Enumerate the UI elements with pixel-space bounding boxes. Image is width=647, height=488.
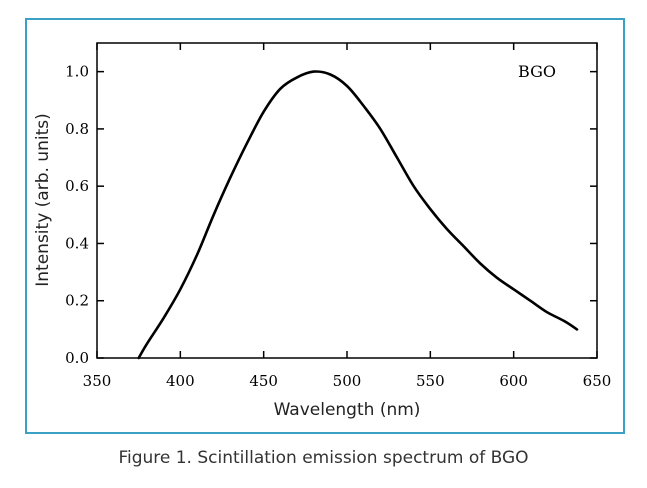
y-tick-label: 0.2	[65, 292, 89, 310]
figure-frame	[25, 18, 625, 434]
y-tick-label: 0.6	[65, 177, 89, 195]
x-tick-label: 550	[416, 372, 445, 390]
y-tick-label: 0.4	[65, 234, 89, 252]
x-tick-label: 350	[83, 372, 112, 390]
y-axis-ticks: 0.0 0.2 0.4 0.6 0.8 1.0	[65, 63, 597, 367]
x-tick-label: 500	[333, 372, 362, 390]
x-tick-label: 650	[583, 372, 612, 390]
x-axis-ticks: 350 400 450 500 550 600 650	[83, 43, 612, 390]
y-tick-label: 0.8	[65, 120, 89, 138]
y-tick-label: 0.0	[65, 349, 89, 367]
legend-label-bgo: BGO	[518, 62, 556, 81]
x-tick-label: 400	[166, 372, 195, 390]
x-tick-label: 600	[499, 372, 528, 390]
plot-area	[96, 42, 598, 359]
y-tick-label: 1.0	[65, 63, 89, 81]
series-line-bgo	[137, 70, 579, 360]
y-axis-title: Intensity (arb. units)	[33, 113, 53, 286]
x-axis-title: Wavelength (nm)	[274, 400, 421, 420]
emission-spectrum-chart: 350 400 450 500 550 600 650 0.0 0.2 0.4 0.6 0.8 1.0…	[33, 42, 612, 420]
x-tick-label: 450	[249, 372, 278, 390]
figure-caption: Figure 1. Scintillation emission spectru…	[118, 448, 529, 468]
